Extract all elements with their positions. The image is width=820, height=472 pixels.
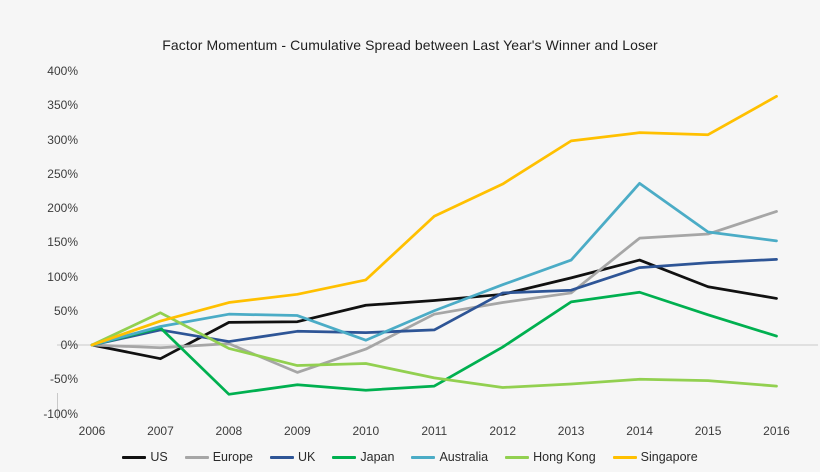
y-axis-label: 250% xyxy=(47,166,78,181)
y-axis-label: 300% xyxy=(47,132,78,147)
y-axis-label: -50% xyxy=(49,372,78,387)
y-axis-label: 100% xyxy=(47,269,78,284)
x-axis-label: 2006 xyxy=(78,424,106,438)
legend-item-europe: Europe xyxy=(184,450,254,464)
series-line-hong-kong xyxy=(90,311,778,389)
series-line-singapore xyxy=(90,94,778,347)
x-axis-label: 2011 xyxy=(421,424,448,438)
legend-label: Singapore xyxy=(640,450,698,464)
legend-swatch-icon xyxy=(184,455,209,459)
legend-item-singapore: Singapore xyxy=(612,450,698,464)
legend-item-hong-kong: Hong Kong xyxy=(505,450,596,464)
legend-label: Hong Kong xyxy=(533,450,596,464)
series-line-japan xyxy=(90,290,778,396)
y-axis-label: 50% xyxy=(53,303,78,318)
x-axis-label: 2013 xyxy=(557,424,585,438)
legend-label: UK xyxy=(298,450,316,464)
legend-label: US xyxy=(150,450,168,464)
x-axis-label: 2012 xyxy=(489,424,517,438)
legend-item-australia: Australia xyxy=(411,450,488,464)
y-axis-label: 350% xyxy=(47,98,78,113)
legend-item-japan: Japan xyxy=(332,450,394,464)
y-axis-label: 150% xyxy=(47,235,78,250)
legend-swatch-icon xyxy=(270,455,295,459)
series-line-europe xyxy=(90,210,778,374)
x-axis-label: 2014 xyxy=(626,424,653,438)
y-axis-label: 400% xyxy=(47,64,78,78)
x-axis-label: 2015 xyxy=(694,424,722,438)
x-axis-label: 2010 xyxy=(352,424,380,438)
legend-swatch-icon xyxy=(122,455,147,459)
series-line-us xyxy=(90,258,778,361)
x-axis-label: 2016 xyxy=(763,424,790,438)
legend-item-us: US xyxy=(122,450,168,464)
legend-label: Australia xyxy=(439,450,489,464)
series-line-australia xyxy=(90,181,778,347)
chart-legend: US Europe UK Japan Australia Hong Kong Singapo… xyxy=(0,450,820,464)
x-axis-label: 2008 xyxy=(215,424,243,438)
y-axis-label: -100% xyxy=(43,406,78,421)
y-axis-label: 0% xyxy=(60,338,78,352)
legend-swatch-icon xyxy=(411,455,436,459)
legend-swatch-icon xyxy=(332,455,357,459)
legend-item-uk: UK xyxy=(270,450,315,464)
legend-label: Europe xyxy=(212,450,254,464)
x-axis-label: 2009 xyxy=(283,424,311,438)
legend-label: Japan xyxy=(360,450,395,464)
x-axis-label: 2007 xyxy=(147,424,174,438)
series-lines xyxy=(90,94,778,396)
legend-swatch-icon xyxy=(505,455,530,459)
chart-title: Factor Momentum - Cumulative Spread betw… xyxy=(162,37,658,53)
y-axis-label: 200% xyxy=(47,201,78,215)
legend-swatch-icon xyxy=(612,455,637,459)
